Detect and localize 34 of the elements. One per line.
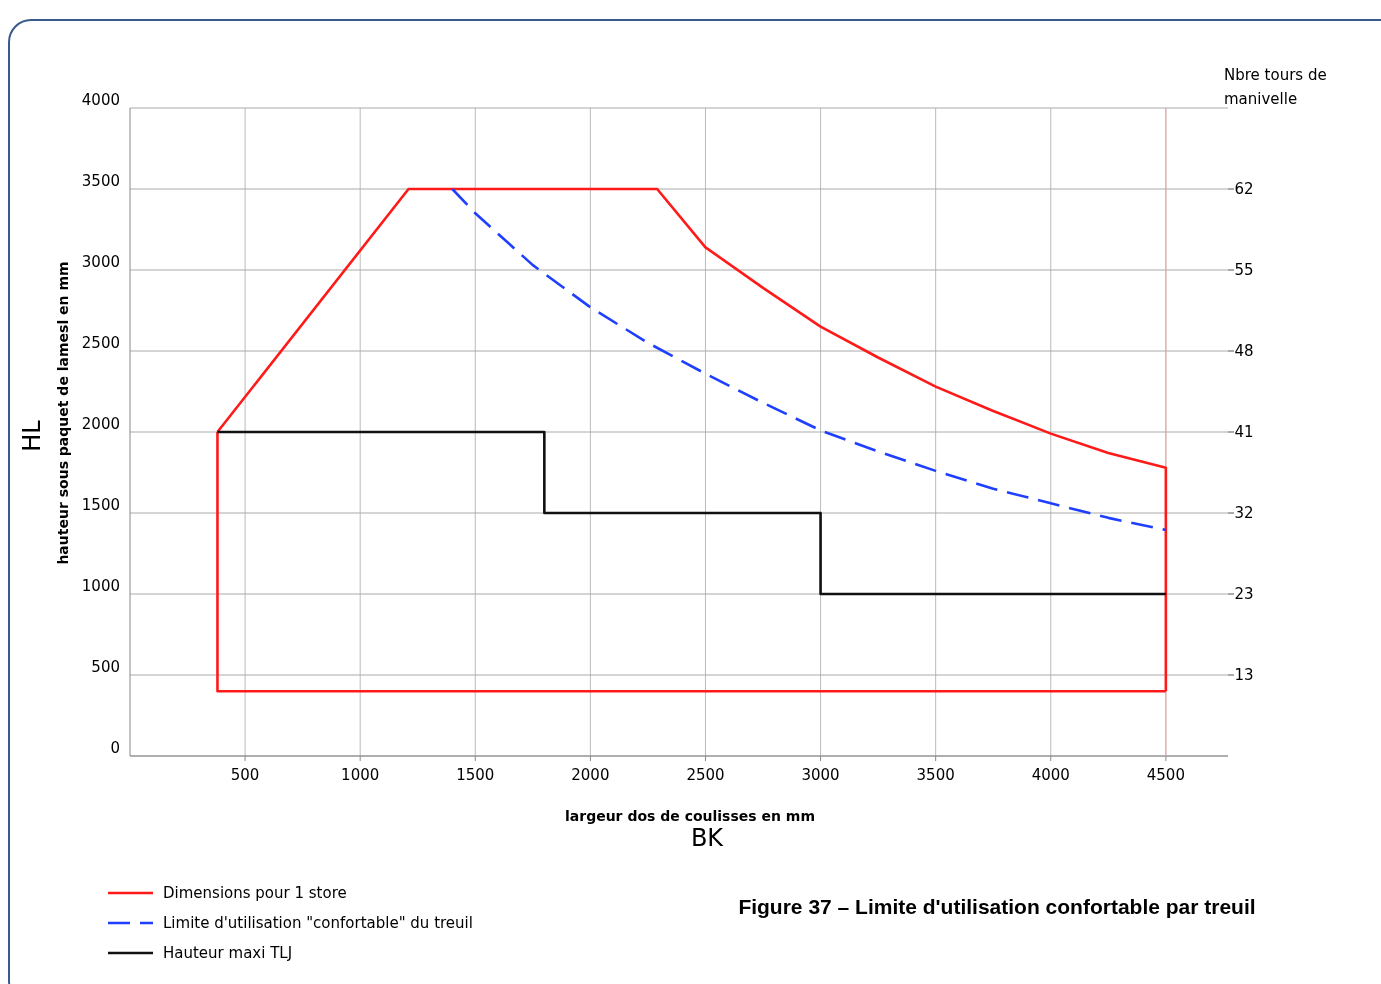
text: 23 (1234, 585, 1254, 603)
x-tick-label: 2000 (571, 766, 610, 784)
x-tick-label: 500 (230, 766, 260, 784)
legend-label: Dimensions pour 1 store (163, 884, 347, 902)
y-tick-label: 500 (91, 658, 120, 676)
y2-axis-title: Nbre tours de manivelle (1224, 66, 1327, 108)
x-tick-label: 1000 (341, 766, 380, 784)
y-tick-label: 2500 (81, 334, 120, 352)
x-tick-label: 2500 (686, 766, 725, 784)
x-axis-title: largeur dos de coulisses en mm (564, 808, 816, 824)
y-tick-label: 1000 (81, 577, 120, 595)
text: 32 (1234, 504, 1254, 522)
y-tick-label: 3000 (81, 253, 120, 271)
x-tick-label: 4500 (1146, 766, 1185, 784)
x-tick-label: 3000 (801, 766, 840, 784)
legend-label: Hauteur maxi TLJ (163, 944, 293, 962)
y-tick-label: 4000 (81, 91, 120, 109)
text: 48 (1234, 342, 1254, 360)
y-tick-label: 1500 (81, 496, 120, 514)
text: 62 (1234, 180, 1254, 198)
y-tick-label: 0 (110, 739, 120, 757)
text: BK (690, 824, 725, 852)
x-tick-label: 3500 (916, 766, 955, 784)
text: 13 (1234, 666, 1254, 684)
x-tick-label: 4000 (1031, 766, 1070, 784)
text: 41 (1234, 423, 1254, 441)
caption: Figure 37 – Limite d'utilisation confortable par treuil (738, 895, 1256, 918)
y-axis-title: hauteur sous paquet de lamesl en mm (55, 261, 71, 565)
legend-label: Limite d'utilisation "confortable" du treuil (163, 914, 473, 932)
y-tick-label: 3500 (81, 172, 120, 190)
y-tick-label: 2000 (81, 415, 120, 433)
text: 55 (1234, 261, 1254, 279)
x-tick-label: 1500 (456, 766, 495, 784)
text: HL (18, 419, 46, 452)
